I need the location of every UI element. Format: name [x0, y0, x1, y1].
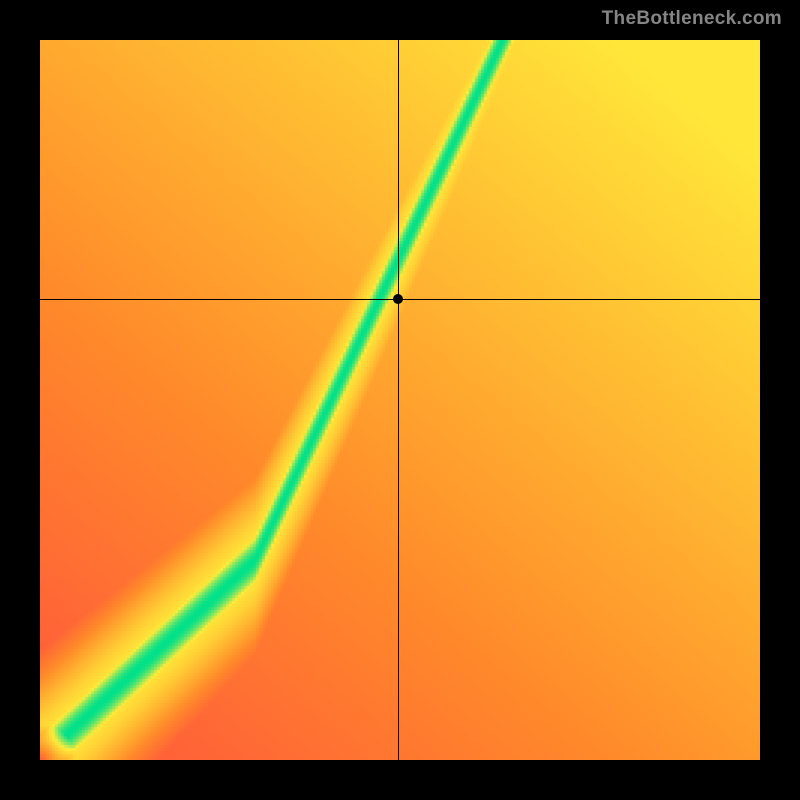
chart-container: TheBottleneck.com	[0, 0, 800, 800]
watermark-text: TheBottleneck.com	[602, 8, 782, 30]
crosshair-dot	[393, 294, 403, 304]
plot-area	[40, 40, 760, 760]
crosshair-vertical	[398, 40, 399, 760]
heatmap-canvas	[40, 40, 760, 760]
